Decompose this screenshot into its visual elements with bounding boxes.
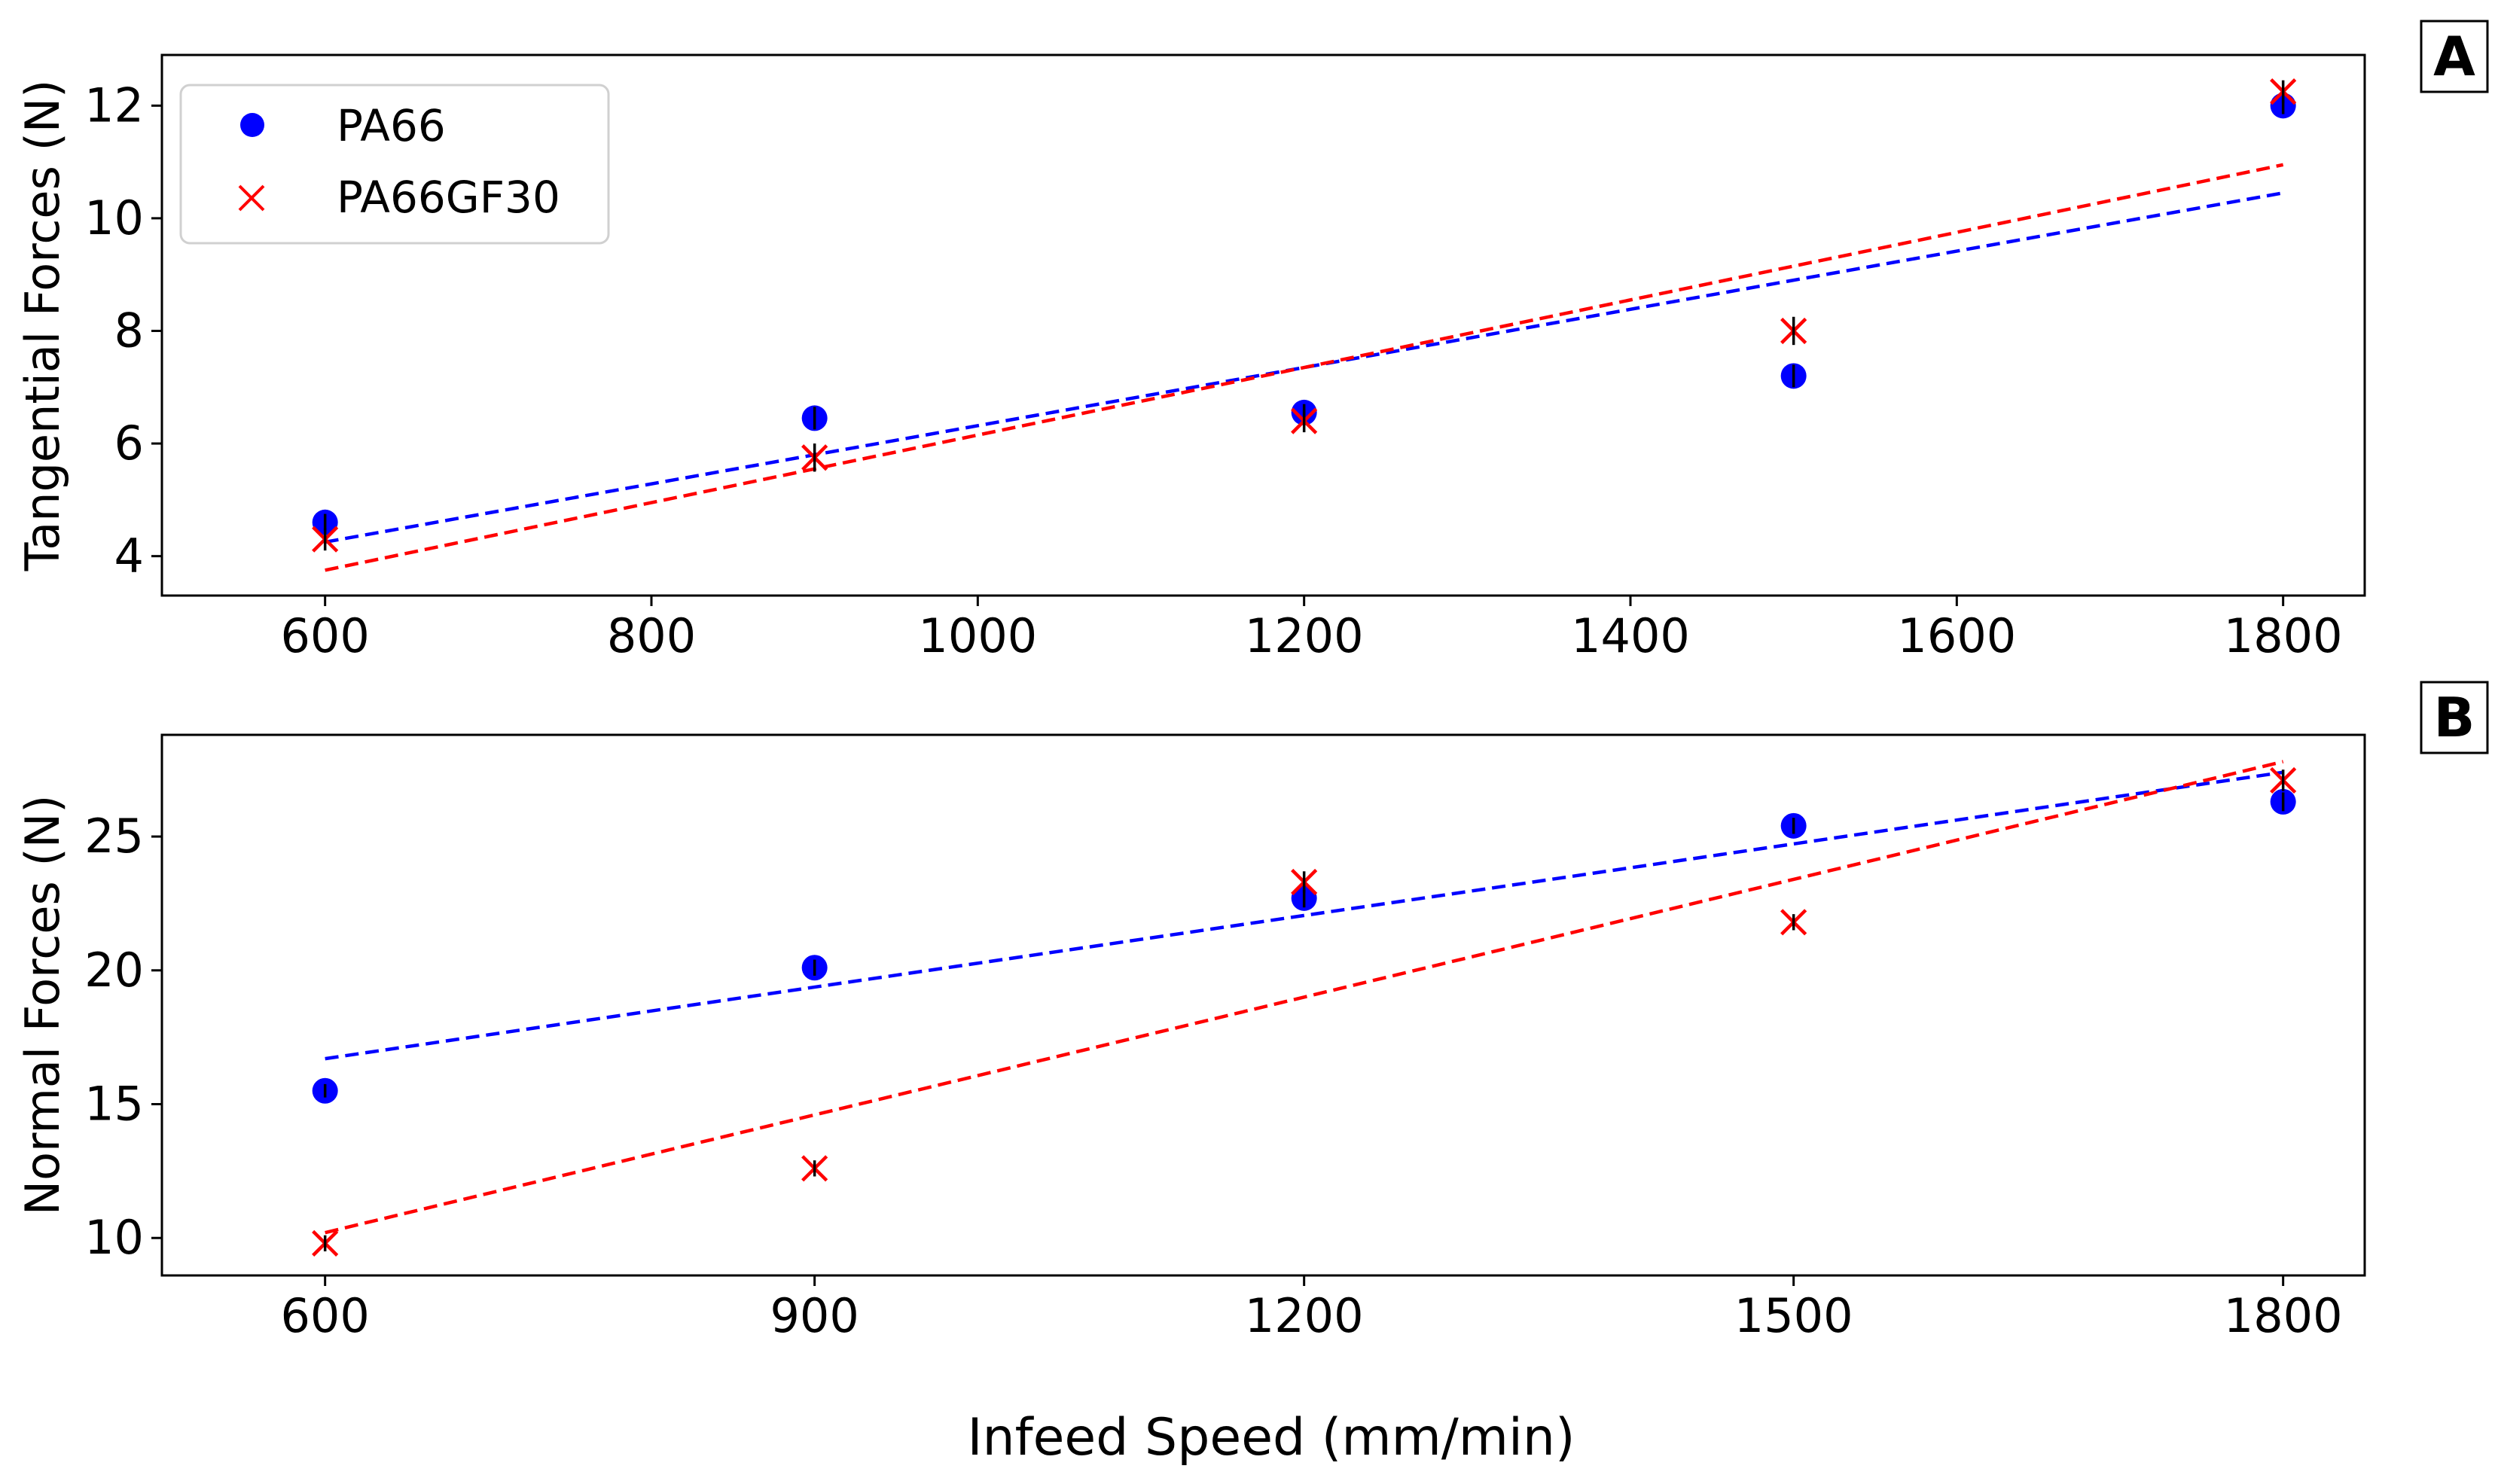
legend: PA66 PA66GF30 — [181, 85, 608, 243]
panel-b-xtick-label: 1500 — [1734, 1288, 1853, 1343]
panel-b-y-ticks: 10 15 20 25 — [84, 809, 162, 1265]
panel-b-letter-box: B — [2421, 682, 2487, 753]
panel-b-ytick-label: 15 — [84, 1077, 144, 1132]
panel-b-xtick-label: 900 — [770, 1288, 859, 1343]
panel-b-ytick-label: 10 — [84, 1210, 144, 1265]
panel-a-fit-lines — [325, 165, 2283, 571]
panel-b-xtick-label: 600 — [280, 1288, 369, 1343]
panel-a-xtick-label: 1400 — [1571, 608, 1690, 663]
panel-a-xtick-label: 800 — [607, 608, 696, 663]
panel-a-xtick-label: 1600 — [1897, 608, 2016, 663]
panel-b-fit-line-pa66 — [325, 772, 2283, 1059]
panel-a-xtick-label: 600 — [280, 608, 369, 663]
panel-a-xtick-label: 1000 — [918, 608, 1037, 663]
panel-a-xtick-label: 1200 — [1245, 608, 1364, 663]
panel-a-xtick-label: 1800 — [2224, 608, 2343, 663]
legend-label-pa66gf30: PA66GF30 — [337, 172, 560, 223]
panel-a-letter-box: A — [2421, 21, 2487, 92]
panel-b-ytick-label: 20 — [84, 943, 144, 998]
panel-b-data-marks — [313, 768, 2296, 1255]
panel-a-ylabel: Tangential Forces (N) — [15, 80, 70, 572]
panel-a-ytick-label: 4 — [114, 529, 144, 584]
panel-a-data-marks — [313, 80, 2296, 552]
figure: 600 800 1000 1200 1400 1600 1800 4 6 8 10 12 Tange… — [0, 0, 2498, 1484]
panel-a-y-ticks: 4 6 8 10 12 — [84, 78, 162, 583]
panel-a-ytick-label: 8 — [114, 303, 144, 358]
panel-b-plot-frame — [162, 735, 2365, 1275]
panel-a-ytick-label: 10 — [84, 190, 144, 245]
panel-b-fit-line-pa66gf30 — [325, 762, 2283, 1233]
panel-b-ylabel: Normal Forces (N) — [15, 795, 70, 1216]
panel-b-ytick-label: 25 — [84, 809, 144, 864]
panel-b-xtick-label: 1800 — [2224, 1288, 2343, 1343]
panel-b-fit-lines — [325, 762, 2283, 1233]
panel-a-chart: 600 800 1000 1200 1400 1600 1800 4 6 8 10 12 Tange… — [15, 21, 2487, 663]
legend-marker-pa66 — [240, 113, 264, 137]
panel-a-ytick-label: 12 — [84, 78, 144, 133]
panel-b-letter: B — [2434, 686, 2475, 749]
panel-a-x-ticks: 600 800 1000 1200 1400 1600 1800 — [280, 596, 2342, 663]
panel-a-letter: A — [2433, 25, 2475, 88]
panel-a-ytick-label: 6 — [114, 416, 144, 471]
panel-a-fit-line-pa66gf30 — [325, 165, 2283, 571]
legend-label-pa66: PA66 — [337, 100, 446, 151]
figure-xlabel: Infeed Speed (mm/min) — [967, 1408, 1575, 1467]
panel-b-x-ticks: 600 900 1200 1500 1800 — [280, 1275, 2342, 1343]
panel-b-chart: 600 900 1200 1500 1800 10 15 20 25 Normal Force… — [15, 682, 2487, 1343]
panel-b-xtick-label: 1200 — [1245, 1288, 1364, 1343]
